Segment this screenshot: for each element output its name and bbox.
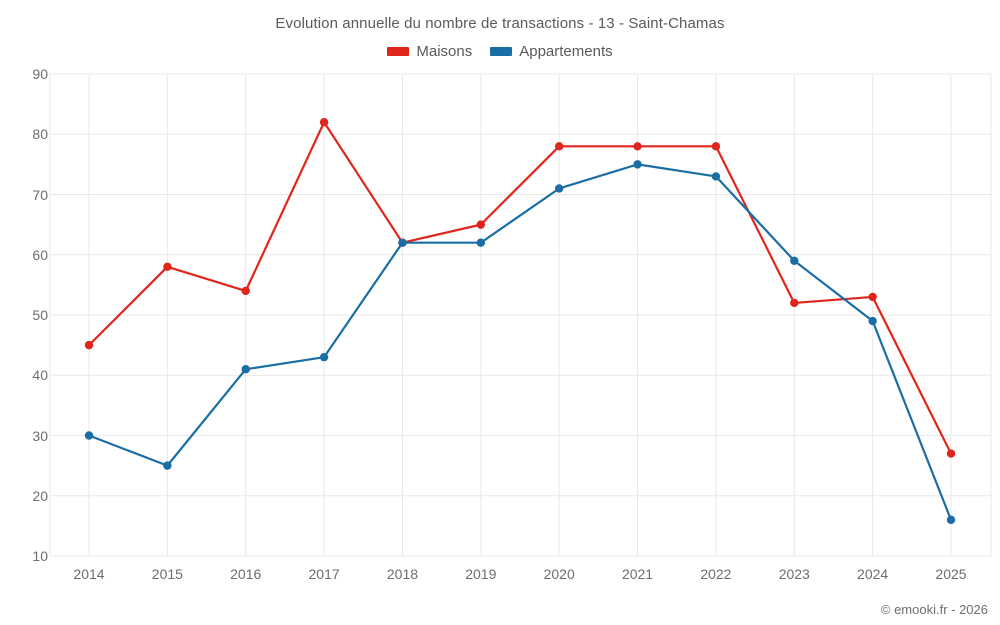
data-point[interactable] xyxy=(790,298,799,308)
data-point[interactable] xyxy=(398,238,407,247)
x-tick-label: 2016 xyxy=(230,566,262,582)
y-tick-label: 70 xyxy=(32,186,48,203)
legend-label-appartements: Appartements xyxy=(519,43,613,60)
y-tick-label: 50 xyxy=(32,307,48,323)
x-tick-label: 2017 xyxy=(308,566,340,582)
legend-item-maisons[interactable]: Maisons xyxy=(387,44,472,59)
data-point[interactable] xyxy=(868,292,877,302)
chart-title: Evolution annuelle du nombre de transact… xyxy=(275,15,725,32)
y-axis: 10 20 30 40 50 60 70 80 90 xyxy=(0,0,48,625)
chart-credit: © emooki.fr - 2026 xyxy=(880,602,988,617)
x-tick-label: 2019 xyxy=(465,566,497,582)
data-point[interactable] xyxy=(163,461,172,470)
data-point[interactable] xyxy=(946,515,956,525)
data-point[interactable] xyxy=(319,352,329,362)
data-point[interactable] xyxy=(633,160,642,169)
y-tick-label: 10 xyxy=(32,548,48,564)
y-tick-label: 90 xyxy=(32,66,48,82)
data-point[interactable] xyxy=(476,238,486,247)
data-point[interactable] xyxy=(84,340,94,350)
data-point[interactable] xyxy=(633,142,642,151)
data-point[interactable] xyxy=(868,316,877,326)
data-point[interactable] xyxy=(241,286,250,296)
x-tick-label: 2020 xyxy=(543,566,575,582)
series-line-maisons xyxy=(87,121,953,455)
data-point[interactable] xyxy=(790,256,799,265)
data-point[interactable] xyxy=(554,142,564,151)
x-tick-label: 2015 xyxy=(151,566,183,582)
x-tick-label: 2021 xyxy=(621,566,654,582)
y-tick-label: 30 xyxy=(32,427,48,444)
data-point[interactable] xyxy=(163,262,172,271)
x-tick-label: 2022 xyxy=(700,566,732,582)
data-point[interactable] xyxy=(554,184,564,193)
y-tick-label: 40 xyxy=(32,367,48,384)
series-line-appartements xyxy=(87,163,953,521)
x-tick-label: 2014 xyxy=(73,566,105,582)
data-point[interactable] xyxy=(711,172,721,181)
chart-legend: Maisons Appartements xyxy=(0,44,1000,59)
data-point[interactable] xyxy=(241,365,250,374)
x-tick-label: 2024 xyxy=(857,566,889,582)
y-tick-label: 20 xyxy=(32,487,48,504)
y-tick-label: 60 xyxy=(32,246,48,263)
legend-swatch-appartements xyxy=(490,47,513,56)
data-point[interactable] xyxy=(319,118,329,127)
legend-label-maisons: Maisons xyxy=(416,43,473,60)
data-point[interactable] xyxy=(711,142,721,151)
data-point[interactable] xyxy=(84,431,94,440)
legend-swatch-maisons xyxy=(387,47,410,56)
y-tick-label: 80 xyxy=(32,126,48,143)
legend-item-appartements[interactable]: Appartements xyxy=(490,43,613,60)
data-point[interactable] xyxy=(476,220,486,229)
x-tick-label: 2018 xyxy=(386,566,419,582)
x-tick-label: 2025 xyxy=(935,566,967,582)
x-tick-label: 2023 xyxy=(778,566,810,582)
data-point[interactable] xyxy=(946,449,956,458)
